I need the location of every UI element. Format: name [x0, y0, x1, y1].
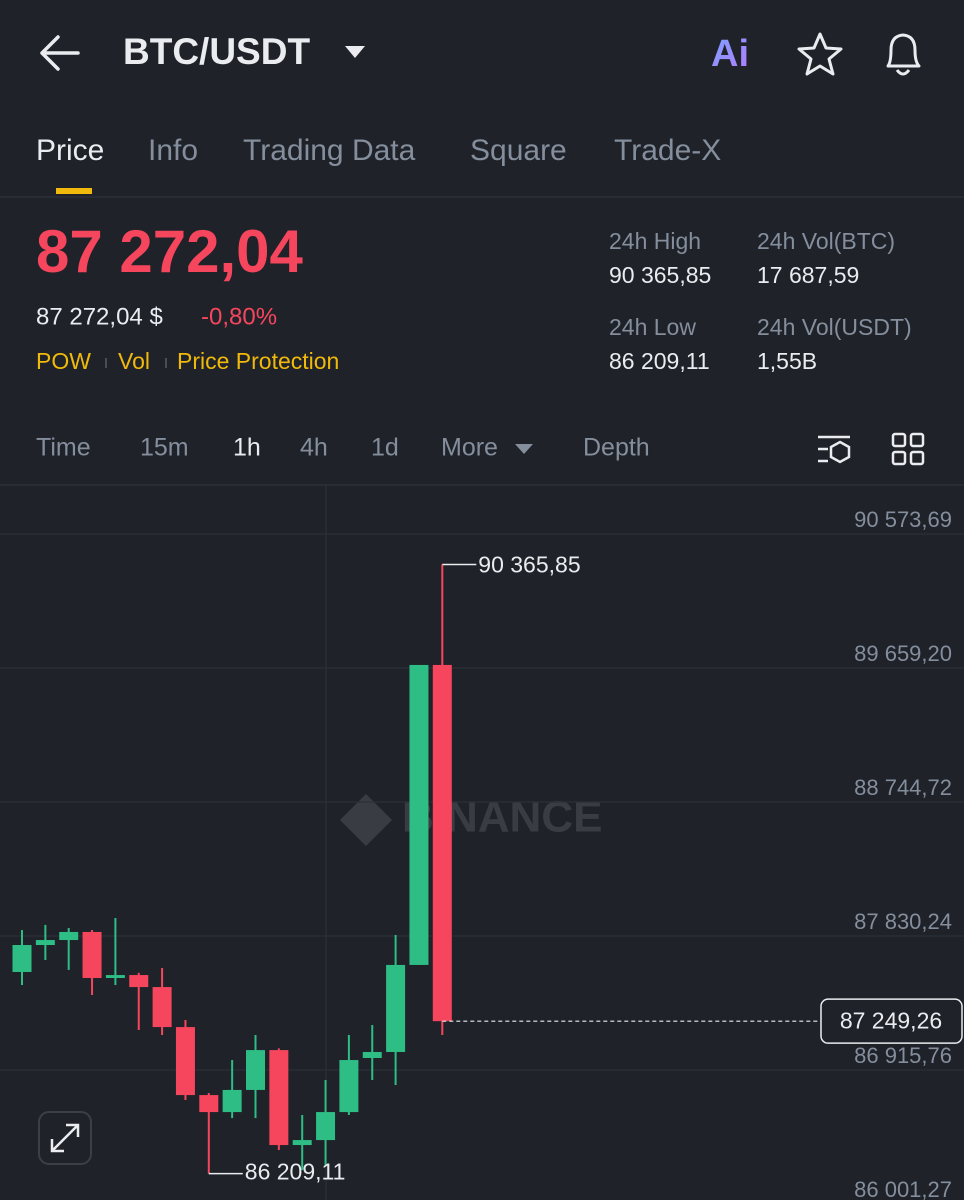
candle-body — [409, 664, 429, 965]
last-price-label: 87 249,26 — [840, 1007, 942, 1033]
candle-body — [199, 1095, 219, 1113]
alert-button[interactable] — [886, 33, 921, 76]
tag[interactable]: Price Protection — [177, 348, 339, 374]
interval[interactable]: Time — [36, 434, 91, 462]
y-tick-label: 87 830,24 — [854, 909, 952, 934]
stat-label: 24h High — [609, 228, 701, 254]
expand-button[interactable] — [38, 1111, 92, 1165]
candle-body — [339, 1060, 359, 1113]
low-label: 86 209,11 — [245, 1159, 346, 1185]
stat-value: 17 687,59 — [757, 262, 859, 288]
tag[interactable]: Vol — [118, 348, 150, 374]
y-tick-label: 89 659,20 — [854, 641, 952, 666]
interval[interactable]: Depth — [583, 434, 650, 462]
y-tick-label: 86 915,76 — [854, 1043, 952, 1068]
pair-dropdown[interactable] — [345, 46, 365, 58]
candle-body — [129, 975, 149, 988]
tab[interactable]: Price — [36, 134, 104, 167]
candle-body — [316, 1112, 336, 1141]
stat-value: 1,55B — [757, 348, 817, 374]
interval[interactable]: 15m — [140, 434, 189, 462]
last-price-box — [820, 998, 963, 1044]
interval[interactable]: 1d — [371, 434, 399, 462]
candle-body — [175, 1027, 195, 1096]
tab[interactable]: Trade-X — [614, 134, 721, 167]
candle-body — [386, 964, 406, 1052]
tabs: Price Info Trading Data Square Trade-X — [36, 134, 721, 167]
candle-body — [105, 975, 125, 978]
interval-bar: Time 15m 1h 4h 1d More Depth — [36, 434, 650, 462]
tab[interactable]: Square — [470, 134, 567, 167]
fiat-price: 87 272,04 $ — [36, 303, 163, 330]
high-label: 90 365,85 — [478, 552, 580, 578]
interval[interactable]: 1h — [233, 434, 261, 462]
stat-value: 90 365,85 — [609, 262, 711, 288]
layout-button[interactable] — [891, 432, 925, 466]
more-dropdown[interactable] — [515, 444, 533, 454]
watermark-text: BINANCE — [402, 793, 602, 842]
price-change: -0,80% — [201, 303, 277, 330]
y-tick-label: 90 573,69 — [854, 507, 952, 532]
ai-button[interactable]: Ai — [711, 33, 749, 75]
stat-value: 86 209,11 — [609, 348, 710, 374]
interval[interactable]: More — [441, 434, 498, 462]
candlestick-chart: BINANCE 90 573,69 89 659,20 88 744,72 87 83… — [0, 485, 964, 1200]
stat-label: 24h Vol(BTC) — [757, 228, 895, 254]
chart-settings-button[interactable] — [818, 435, 851, 464]
last-price: 87 272,04 — [36, 218, 304, 285]
watermark: BINANCE — [340, 793, 602, 846]
y-tick-label: 88 744,72 — [854, 775, 952, 800]
candle-body — [292, 1140, 312, 1146]
stat-label: 24h Low — [609, 314, 696, 340]
tag[interactable]: POW — [36, 348, 91, 374]
active-tab-indicator — [56, 188, 92, 194]
candle-body — [152, 987, 172, 1028]
candle-body — [362, 1051, 382, 1058]
candle-body — [35, 940, 55, 946]
interval[interactable]: 4h — [300, 434, 328, 462]
candle-body — [222, 1089, 242, 1113]
tab[interactable]: Trading Data — [243, 134, 416, 167]
candle-body — [432, 664, 452, 1022]
pair-title[interactable]: BTC/USDT — [123, 31, 310, 72]
candle-body — [82, 931, 102, 978]
candle-body — [246, 1050, 265, 1090]
favorite-button[interactable] — [797, 32, 843, 76]
candle-body — [59, 931, 79, 941]
tab[interactable]: Info — [148, 134, 198, 167]
back-button[interactable] — [40, 35, 80, 71]
y-tick-label: 86 001,27 — [854, 1177, 952, 1200]
candle-body — [12, 945, 32, 972]
candle-body — [269, 1050, 289, 1146]
stat-label: 24h Vol(USDT) — [757, 314, 912, 340]
